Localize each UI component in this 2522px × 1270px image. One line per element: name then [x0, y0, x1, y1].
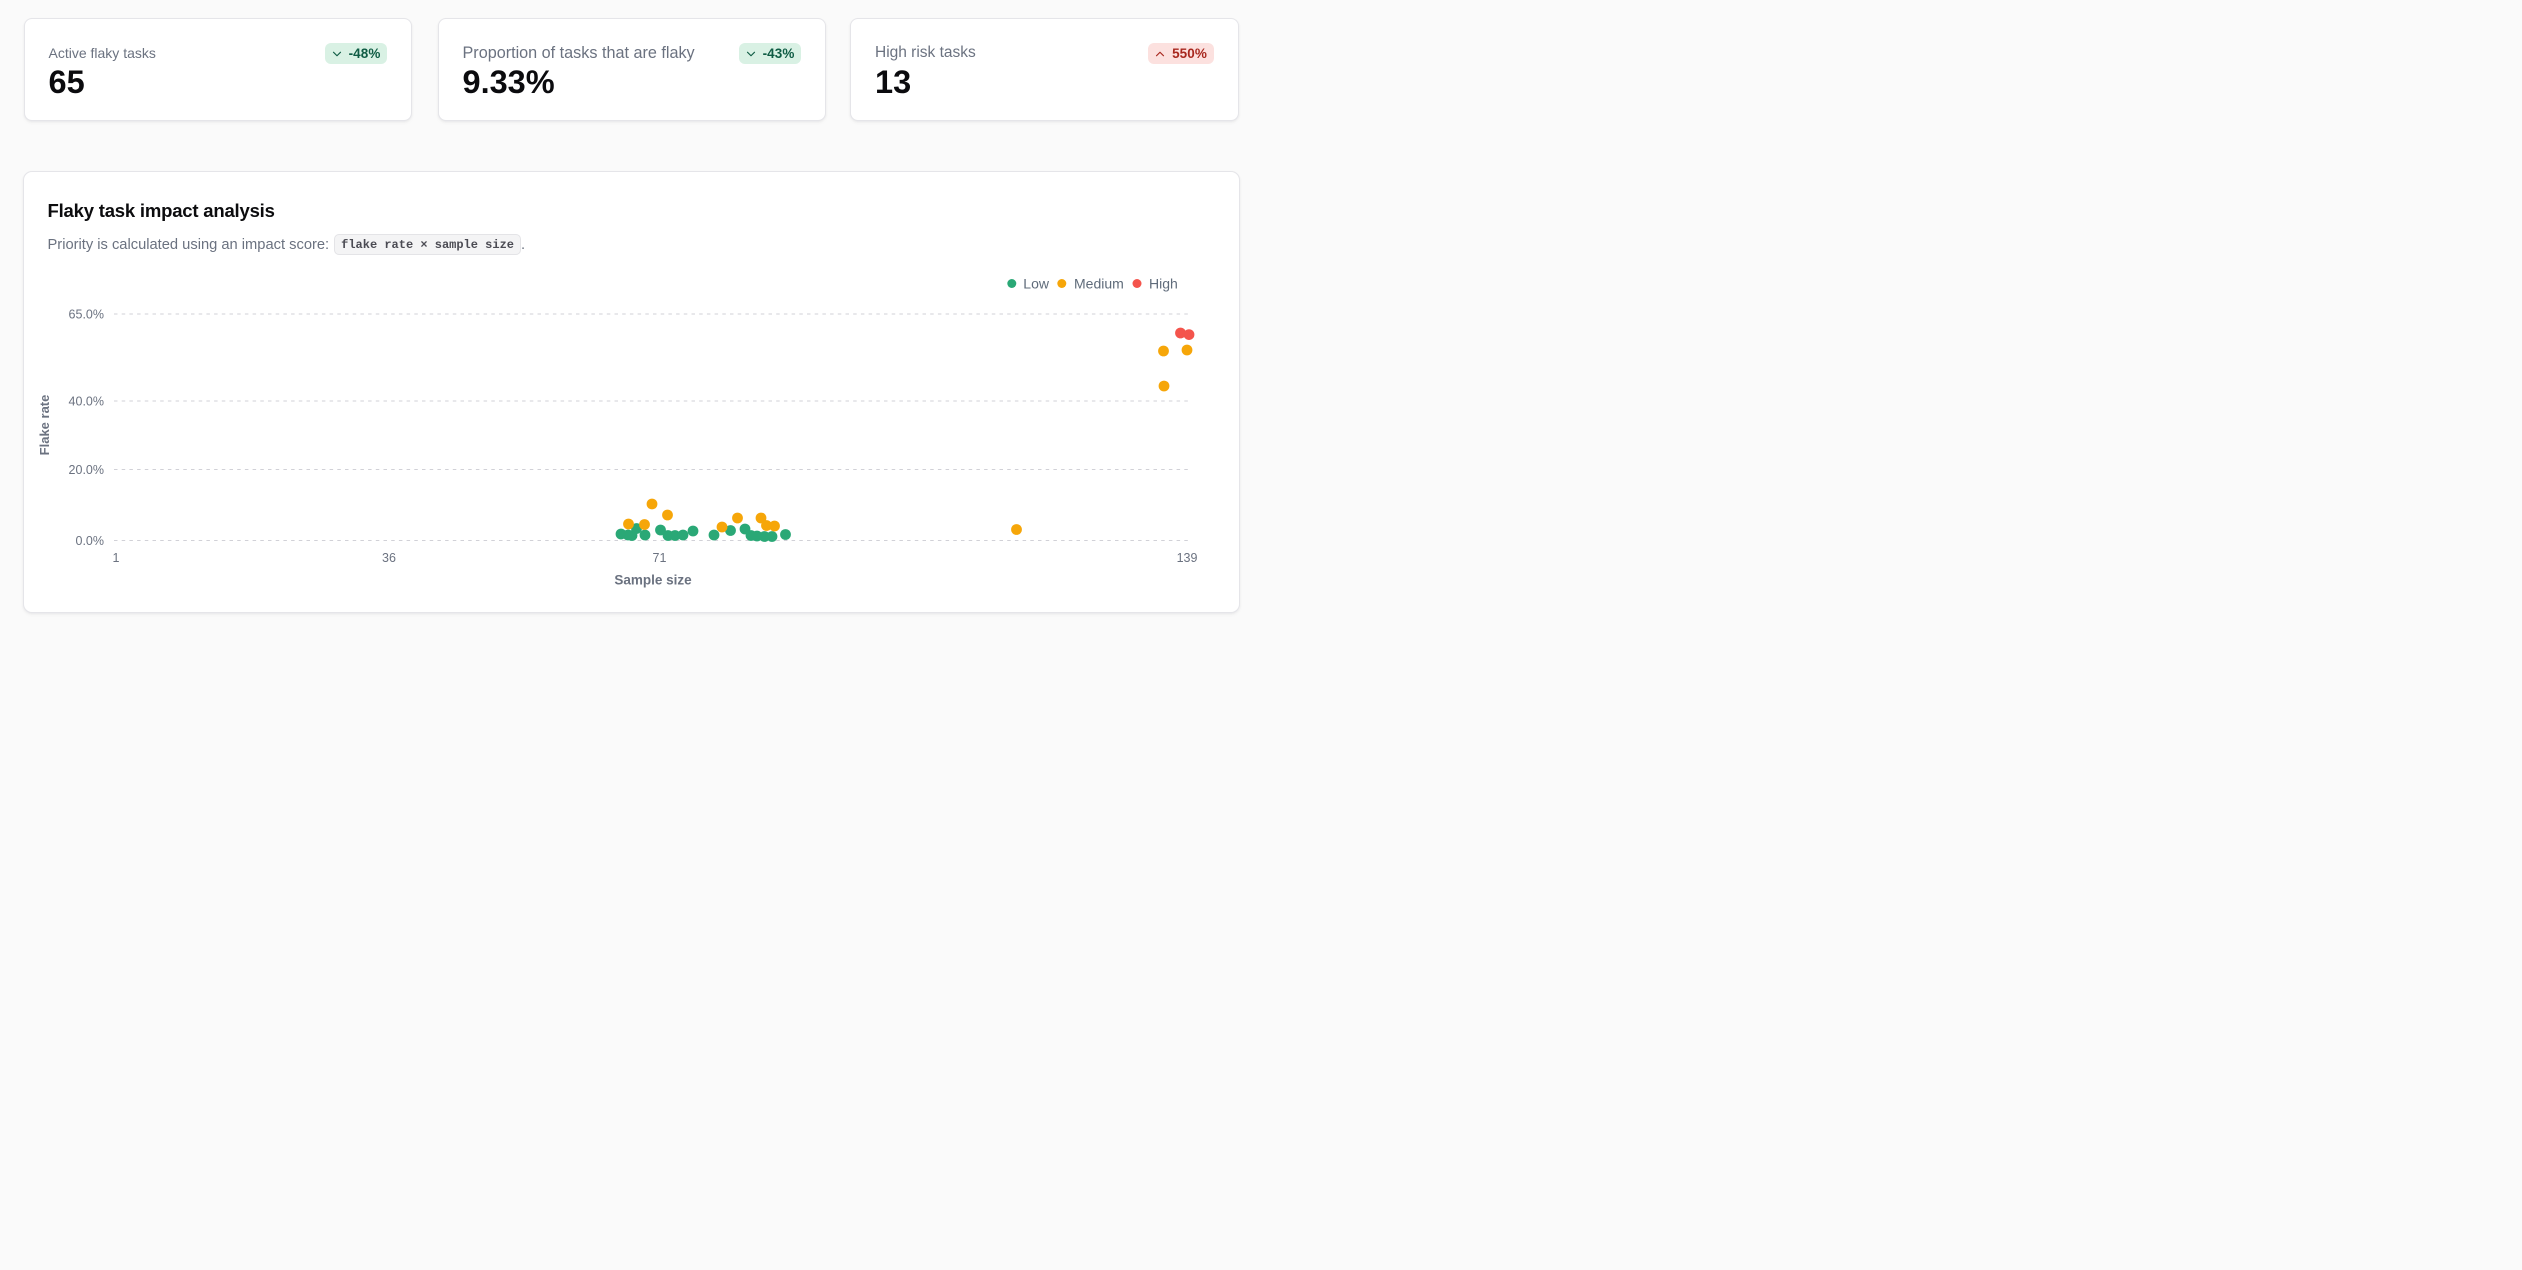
svg-text:1: 1: [113, 551, 120, 565]
svg-text:139: 139: [1177, 551, 1198, 565]
svg-text:Sample size: Sample size: [614, 573, 692, 588]
svg-text:Flake rate: Flake rate: [37, 395, 52, 456]
svg-text:36: 36: [382, 551, 396, 565]
svg-text:20.0%: 20.0%: [69, 463, 104, 477]
svg-text:65.0%: 65.0%: [69, 307, 104, 321]
svg-text:40.0%: 40.0%: [69, 394, 104, 408]
svg-text:71: 71: [653, 551, 667, 565]
svg-text:Low: Low: [1023, 275, 1050, 291]
svg-text:High: High: [1149, 275, 1178, 291]
svg-text:0.0%: 0.0%: [76, 534, 105, 548]
svg-text:Medium: Medium: [1074, 275, 1124, 291]
